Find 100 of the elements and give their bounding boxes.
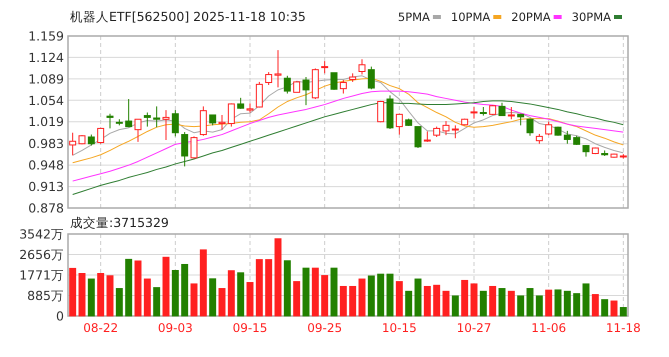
- x-tick-label: 08-22: [83, 321, 118, 335]
- candlestick: [246, 102, 254, 114]
- y-tick-label: 1.159: [28, 28, 64, 44]
- candlestick: [396, 113, 403, 136]
- bar: [620, 307, 627, 316]
- bar: [78, 273, 86, 316]
- bar: [106, 275, 114, 316]
- bar: [601, 299, 608, 316]
- y-tick-label: 1.124: [28, 50, 64, 65]
- candlestick: [69, 132, 76, 156]
- bar: [246, 282, 254, 316]
- candlestick: [545, 121, 552, 136]
- candlestick: [526, 118, 534, 136]
- candlestick: [144, 112, 151, 128]
- bar: [433, 284, 440, 316]
- bar: [582, 283, 590, 316]
- candlestick: [358, 58, 366, 76]
- bar: [377, 274, 384, 316]
- bar: [116, 288, 123, 316]
- candlestick: [190, 136, 198, 159]
- y-tick-label: 1.019: [28, 114, 64, 130]
- bar: [218, 288, 226, 316]
- bar: [172, 270, 179, 316]
- bar: [181, 264, 188, 316]
- x-tick-label: 09-03: [158, 321, 193, 335]
- candlestick: [368, 66, 375, 90]
- bar: [517, 295, 524, 316]
- candlestick: [498, 102, 506, 116]
- bar: [312, 268, 319, 316]
- bar: [470, 283, 478, 316]
- candlestick: [153, 106, 160, 128]
- candlestick: [554, 126, 562, 136]
- bar: [237, 272, 244, 316]
- bar: [405, 290, 412, 316]
- candlestick: [470, 106, 478, 120]
- candlestick: [125, 98, 132, 128]
- bar: [480, 290, 487, 316]
- bar: [256, 259, 263, 316]
- bar: [293, 281, 300, 316]
- candlestick: [489, 104, 496, 116]
- candlestick: [274, 50, 282, 88]
- y-tick-label: 1771万: [19, 268, 64, 282]
- y-tick-label: 0: [56, 308, 64, 324]
- candlestick: [564, 130, 571, 144]
- bar: [424, 286, 431, 316]
- bar: [461, 280, 468, 316]
- candlestick: [209, 114, 216, 126]
- legend-label: 10PMA: [450, 10, 490, 24]
- y-tick-label: 3542万: [19, 226, 64, 242]
- x-tick-label: 11-18: [606, 321, 641, 335]
- candlestick: [181, 132, 188, 167]
- bar: [302, 268, 310, 316]
- candlestick: [200, 106, 207, 136]
- candlestick: [508, 106, 515, 120]
- legend-label: 20PMA: [511, 10, 551, 24]
- bar: [321, 275, 328, 316]
- bar: [209, 278, 216, 316]
- candlestick: [218, 114, 226, 130]
- candlestick: [162, 110, 170, 141]
- bar: [592, 294, 599, 316]
- bar: [396, 281, 403, 316]
- candlestick: [536, 133, 543, 144]
- y-tick-label: 885万: [27, 288, 64, 304]
- bar: [200, 249, 207, 316]
- candlestick: [265, 72, 272, 86]
- y-tick-label: 1.054: [28, 92, 64, 108]
- y-tick-label: 1.089: [28, 71, 64, 86]
- chart-title: 成交量:3715329: [70, 215, 169, 230]
- candlestick: [134, 118, 142, 142]
- candlestick: [452, 124, 459, 139]
- candlestick: [172, 110, 179, 137]
- x-tick-label: 10-27: [456, 321, 492, 335]
- bar: [358, 278, 366, 316]
- x-tick-label: 10-15: [382, 321, 417, 335]
- candlestick: [256, 81, 263, 108]
- bar: [536, 295, 543, 316]
- candlestick: [237, 97, 244, 110]
- bar: [564, 290, 571, 316]
- candlestick: [106, 113, 114, 129]
- bar: [340, 286, 347, 316]
- bar: [144, 278, 151, 316]
- bar: [508, 290, 515, 316]
- bar: [97, 273, 104, 316]
- y-tick-label: 0.878: [28, 200, 64, 216]
- bar: [330, 268, 338, 316]
- bar: [414, 278, 422, 316]
- bar: [554, 289, 562, 316]
- y-tick-label: 0.948: [28, 158, 64, 173]
- candlestick: [377, 100, 384, 123]
- bar: [274, 238, 282, 316]
- candlestick: [321, 60, 328, 74]
- bar: [545, 290, 552, 316]
- candlestick: [284, 75, 291, 94]
- bar: [452, 295, 459, 316]
- bar: [134, 260, 142, 316]
- candlestick: [97, 127, 104, 144]
- bar: [284, 260, 291, 316]
- bar: [498, 288, 506, 316]
- legend-label: 30PMA: [572, 10, 612, 24]
- candlestick: [228, 102, 235, 128]
